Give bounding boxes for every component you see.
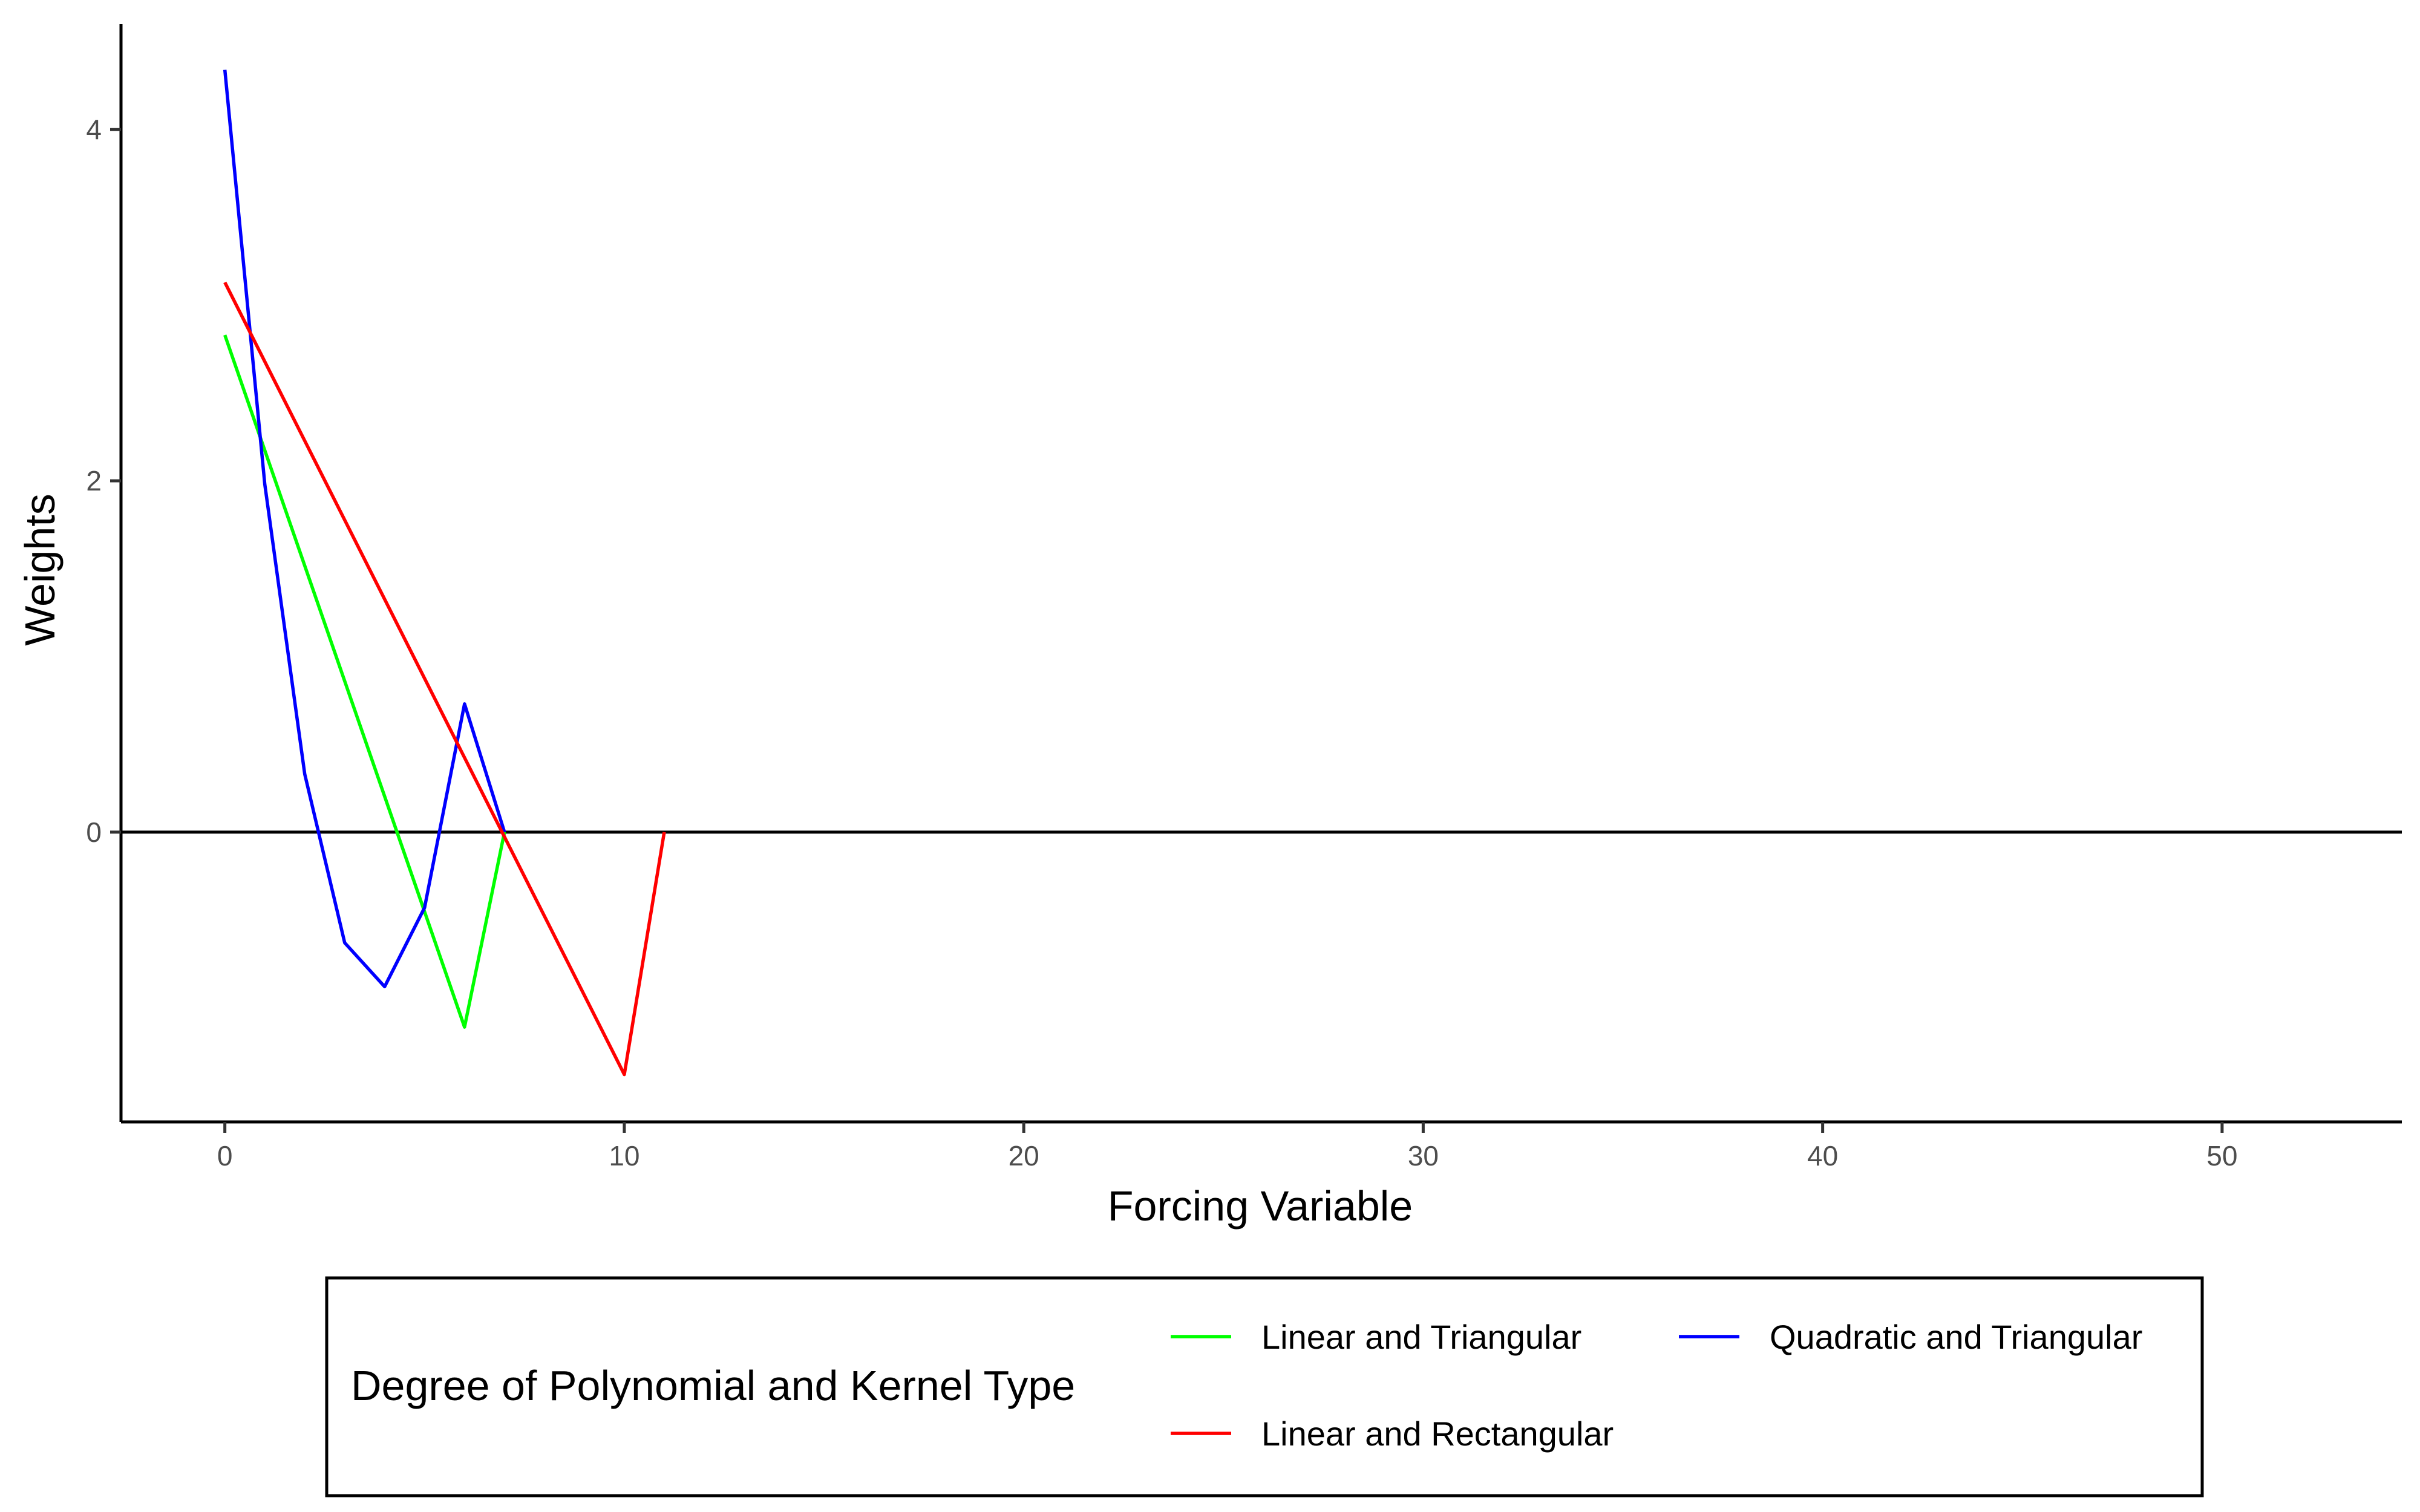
y-tick-label: 0 bbox=[86, 816, 102, 848]
x-ticks: 0 10 20 30 40 50 bbox=[217, 1122, 2237, 1171]
x-tick-label: 10 bbox=[609, 1140, 639, 1171]
axes bbox=[119, 24, 2402, 1124]
y-ticks: 0 2 4 bbox=[86, 114, 121, 848]
series-lines bbox=[223, 70, 666, 1077]
y-tick-label: 2 bbox=[86, 465, 102, 497]
series-line-0 bbox=[223, 334, 506, 1029]
x-tick-label: 50 bbox=[2206, 1140, 2237, 1171]
x-tick-label: 30 bbox=[1408, 1140, 1439, 1171]
legend-label-2: Linear and Rectangular bbox=[1261, 1415, 1614, 1453]
legend-box bbox=[325, 1276, 2204, 1497]
x-tick-label: 20 bbox=[1009, 1140, 1039, 1171]
series-line-1 bbox=[223, 70, 506, 989]
legend-title: Degree of Polynomial and Kernel Type bbox=[351, 1362, 1075, 1409]
legend: Degree of Polynomial and Kernel Type Lin… bbox=[325, 1276, 2204, 1497]
y-tick-label: 4 bbox=[86, 114, 102, 145]
legend-items: Linear and Triangular Quadratic and Trian… bbox=[1171, 1318, 2142, 1453]
x-tick-label: 0 bbox=[217, 1140, 233, 1171]
x-tick-label: 40 bbox=[1807, 1140, 1838, 1171]
legend-label-0: Linear and Triangular bbox=[1261, 1318, 1581, 1356]
series-line-2 bbox=[223, 281, 666, 1077]
y-axis-title: Weights bbox=[16, 494, 64, 646]
legend-label-1: Quadratic and Triangular bbox=[1770, 1318, 2142, 1356]
x-axis-title: Forcing Variable bbox=[1108, 1182, 1413, 1230]
